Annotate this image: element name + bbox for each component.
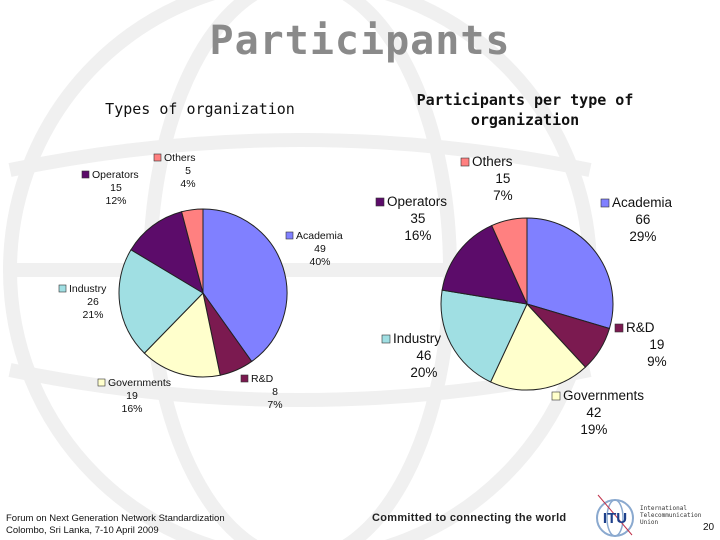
pie-slice-operators xyxy=(441,224,528,305)
itu-logo: ITU xyxy=(596,494,634,537)
pie-slice-others xyxy=(491,217,528,305)
legend-swatch xyxy=(240,374,249,383)
slice-percent-label: 20% xyxy=(410,365,437,380)
slice-percent-label: 21% xyxy=(82,309,103,321)
slice-name-label: Governments xyxy=(563,388,644,403)
slice-value-label: 15 xyxy=(110,182,122,194)
slice-name-label: R&D xyxy=(251,373,274,385)
legend-swatch xyxy=(58,284,67,293)
pie-slice-academia xyxy=(202,208,288,363)
slice-name-label: Others xyxy=(472,154,513,169)
legend-swatch xyxy=(375,197,385,207)
slice-value-label: 15 xyxy=(495,171,510,186)
legend-swatch xyxy=(614,323,624,333)
legend-swatch xyxy=(600,198,610,208)
pie-slice-industry xyxy=(440,289,528,383)
slice-value-label: 26 xyxy=(87,296,99,308)
slice-value-label: 8 xyxy=(272,386,278,398)
chart-title-types: Types of organization xyxy=(105,100,295,118)
page-number: 20 xyxy=(703,522,715,533)
slice-name-label: Academia xyxy=(296,230,343,242)
slice-percent-label: 12% xyxy=(105,195,126,207)
slice-value-label: 19 xyxy=(126,390,138,402)
slice-name-label: R&D xyxy=(626,320,655,335)
itu-name-line-3: Union xyxy=(640,519,659,526)
slice-percent-label: 7% xyxy=(493,188,513,203)
chart-title-participants: Participants per type of organization xyxy=(416,91,634,129)
slice-value-label: 46 xyxy=(416,348,431,363)
slice-value-label: 42 xyxy=(586,405,601,420)
slice-value-label: 19 xyxy=(649,337,664,352)
pie-slice-operators xyxy=(130,211,204,295)
slice-value-label: 35 xyxy=(410,211,425,226)
pie-label-industry: Industry 46 20% xyxy=(381,331,441,380)
pie-label-others: Others 15 7% xyxy=(460,154,513,203)
legend-swatch xyxy=(460,157,470,167)
slice-percent-label: 9% xyxy=(647,354,667,369)
pie-label-academia: Academia 66 29% xyxy=(600,195,673,244)
slice-name-label: Industry xyxy=(393,331,441,346)
pie-slice-others xyxy=(180,208,204,294)
slice-name-label: Governments xyxy=(108,377,171,389)
slice-percent-label: 19% xyxy=(580,422,607,437)
legend-swatch xyxy=(285,231,294,240)
pie-slice-governments xyxy=(489,303,587,391)
slice-percent-label: 4% xyxy=(180,178,195,190)
slice-name-label: Operators xyxy=(387,194,447,209)
legend-swatch xyxy=(381,334,391,344)
legend-swatch xyxy=(551,391,561,401)
slice-percent-label: 16% xyxy=(404,228,431,243)
itu-name: International Telecommunication Union xyxy=(640,505,701,526)
pie-slice-academia xyxy=(526,217,614,330)
slice-name-label: Others xyxy=(164,152,196,164)
slide-title: Participants xyxy=(209,18,511,64)
slice-value-label: 5 xyxy=(185,165,191,177)
pie-slice-governments xyxy=(143,291,221,378)
itu-name-line-1: International xyxy=(640,505,687,512)
slice-percent-label: 16% xyxy=(121,403,142,415)
slice-percent-label: 40% xyxy=(309,256,330,268)
slice-value-label: 49 xyxy=(314,243,326,255)
slice-percent-label: 29% xyxy=(629,229,656,244)
pie-label-governments: Governments 42 19% xyxy=(551,388,644,437)
footer-event-place: Colombo, Sri Lanka, 7-10 April 2009 xyxy=(6,525,159,536)
legend-swatch xyxy=(97,378,106,387)
itu-logo-label: ITU xyxy=(603,510,627,527)
slice-value-label: 66 xyxy=(635,212,650,227)
pie-label-rd: R&D87% xyxy=(240,373,283,411)
slice-name-label: Industry xyxy=(69,283,107,295)
footer-event-name: Forum on Next Generation Network Standar… xyxy=(6,513,225,524)
slice-name-label: Operators xyxy=(92,169,139,181)
slice-percent-label: 7% xyxy=(267,399,282,411)
pie-slice-industry xyxy=(118,249,204,354)
legend-swatch xyxy=(81,170,90,179)
itu-name-line-2: Telecommunication xyxy=(640,512,702,519)
footer-slogan: Committed to connecting the world xyxy=(372,512,567,524)
footer-event: Forum on Next Generation Network Standar… xyxy=(6,513,225,537)
pie-label-rd: R&D 19 9% xyxy=(614,320,667,369)
legend-swatch xyxy=(153,153,162,162)
slice-name-label: Academia xyxy=(612,195,673,210)
pie-label-operators: Operators 35 16% xyxy=(375,194,447,243)
